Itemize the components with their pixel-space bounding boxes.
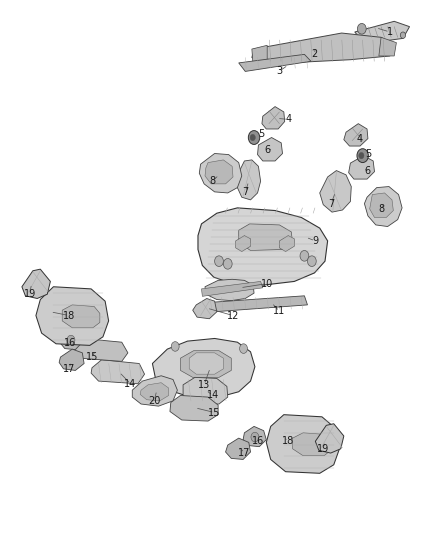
Polygon shape — [355, 21, 410, 44]
Polygon shape — [183, 377, 228, 404]
Circle shape — [250, 134, 255, 141]
Polygon shape — [370, 193, 393, 217]
Text: 11: 11 — [273, 306, 286, 316]
Circle shape — [248, 131, 260, 144]
Polygon shape — [258, 138, 283, 161]
Text: 15: 15 — [208, 408, 221, 417]
Text: 16: 16 — [64, 338, 76, 348]
Polygon shape — [315, 424, 344, 453]
Polygon shape — [252, 33, 394, 64]
Text: 6: 6 — [364, 166, 370, 175]
Text: 5: 5 — [258, 130, 264, 139]
Polygon shape — [266, 415, 339, 473]
Text: 14: 14 — [207, 391, 219, 400]
Text: 12: 12 — [227, 311, 239, 320]
Text: 20: 20 — [148, 396, 160, 406]
Polygon shape — [320, 171, 351, 212]
Polygon shape — [140, 383, 169, 401]
Polygon shape — [344, 124, 368, 146]
Polygon shape — [236, 236, 251, 252]
Text: 19: 19 — [24, 289, 36, 299]
Text: 14: 14 — [124, 379, 137, 389]
Text: 13: 13 — [198, 380, 210, 390]
Polygon shape — [279, 236, 294, 252]
Text: 8: 8 — [209, 176, 215, 186]
Polygon shape — [237, 160, 261, 200]
Circle shape — [251, 432, 259, 442]
Circle shape — [223, 259, 232, 269]
Text: 19: 19 — [317, 444, 329, 454]
Text: 16: 16 — [252, 437, 265, 446]
Text: 18: 18 — [282, 437, 294, 446]
Polygon shape — [36, 287, 109, 345]
Polygon shape — [180, 351, 231, 377]
Text: 15: 15 — [86, 352, 98, 362]
Polygon shape — [364, 187, 402, 227]
Circle shape — [307, 256, 316, 266]
Text: 7: 7 — [242, 187, 248, 197]
Text: 8: 8 — [378, 204, 384, 214]
Circle shape — [357, 23, 366, 34]
Circle shape — [400, 32, 406, 38]
Text: 1: 1 — [387, 27, 393, 37]
Text: 5: 5 — [365, 149, 371, 158]
Text: 4: 4 — [356, 134, 362, 143]
Polygon shape — [198, 208, 328, 285]
Polygon shape — [239, 224, 293, 251]
Polygon shape — [22, 269, 50, 298]
Circle shape — [357, 149, 368, 163]
Polygon shape — [293, 433, 331, 456]
Text: 17: 17 — [238, 448, 251, 458]
Polygon shape — [152, 338, 255, 397]
Polygon shape — [195, 390, 224, 402]
Circle shape — [359, 152, 364, 159]
Text: 2: 2 — [311, 50, 318, 59]
Polygon shape — [226, 438, 251, 459]
Text: 3: 3 — [276, 67, 282, 76]
Polygon shape — [60, 329, 82, 350]
Polygon shape — [239, 54, 311, 71]
Polygon shape — [205, 160, 233, 184]
Polygon shape — [59, 349, 84, 370]
Text: 17: 17 — [63, 364, 75, 374]
Circle shape — [300, 251, 309, 261]
Polygon shape — [189, 353, 223, 374]
Text: 7: 7 — [328, 199, 334, 208]
Polygon shape — [170, 395, 218, 421]
Circle shape — [215, 256, 223, 266]
Text: 18: 18 — [63, 311, 75, 320]
Circle shape — [240, 344, 247, 353]
Polygon shape — [201, 281, 263, 296]
Polygon shape — [72, 338, 128, 361]
Polygon shape — [252, 45, 267, 67]
Polygon shape — [379, 37, 396, 56]
Text: 10: 10 — [261, 279, 273, 288]
Circle shape — [67, 335, 75, 345]
Polygon shape — [132, 376, 177, 406]
Polygon shape — [193, 298, 217, 319]
Polygon shape — [91, 360, 145, 384]
Text: 4: 4 — [285, 115, 291, 124]
Circle shape — [171, 342, 179, 351]
Polygon shape — [349, 156, 374, 179]
Text: 9: 9 — [312, 236, 318, 246]
Polygon shape — [199, 154, 242, 193]
Polygon shape — [205, 296, 307, 312]
Text: 6: 6 — [264, 146, 270, 155]
Polygon shape — [262, 107, 285, 129]
Polygon shape — [243, 426, 266, 447]
Polygon shape — [62, 305, 100, 328]
Polygon shape — [205, 279, 254, 301]
